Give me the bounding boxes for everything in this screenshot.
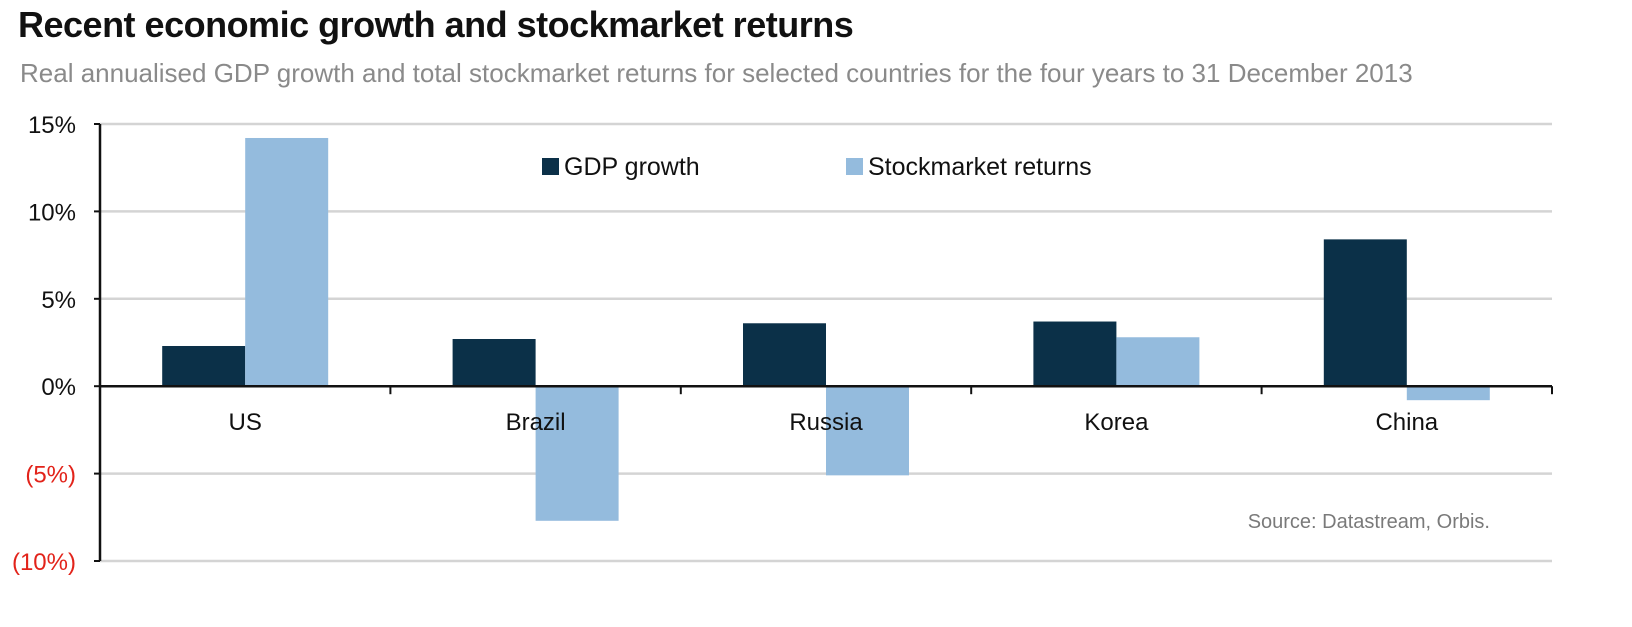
category-label: Brazil [506,409,566,436]
y-tick-label: 10% [28,199,76,226]
y-tick-label: 5% [41,287,76,314]
source-note: Source: Datastream, Orbis. [1248,511,1490,533]
gdp-growth-bar [1323,239,1407,387]
bars [162,137,1490,521]
axes [94,123,1553,562]
chart-title: Recent economic growth and stockmarket r… [18,4,854,45]
category-label: Russia [789,409,863,436]
stockmarket-returns-bar [245,137,329,387]
legend-label-stockmarket-returns: Stockmarket returns [868,153,1092,181]
gdp-growth-bar [452,339,536,387]
category-label: US [229,409,262,436]
y-tick-label: (5%) [25,462,76,489]
gdp-growth-bar [162,345,246,387]
legend: GDP growth Stockmarket returns [542,153,1092,181]
stockmarket-returns-bar [1116,337,1200,387]
category-labels: US Brazil Russia Korea China [229,409,1439,436]
y-tick-label: 15% [28,112,76,139]
legend-swatch-stockmarket-returns [846,158,863,175]
category-label: China [1375,409,1438,436]
category-label: Korea [1084,409,1149,436]
gridlines [100,122,1552,563]
y-tick-label: (10%) [12,549,76,576]
gdp-growth-bar [743,323,826,387]
chart-subtitle: Real annualised GDP growth and total sto… [20,58,1413,88]
gdp-growth-bar [1033,321,1117,387]
stockmarket-returns-bar [535,386,619,521]
legend-label-gdp-growth: GDP growth [564,153,700,181]
legend-swatch-gdp-growth [542,158,559,175]
stockmarket-returns-bar [1406,386,1490,401]
stockmarket-returns-bar [826,386,909,476]
y-tick-label: 0% [41,374,76,401]
y-tick-labels: 15% 10% 5% 0% (5%) (10%) [12,112,76,576]
